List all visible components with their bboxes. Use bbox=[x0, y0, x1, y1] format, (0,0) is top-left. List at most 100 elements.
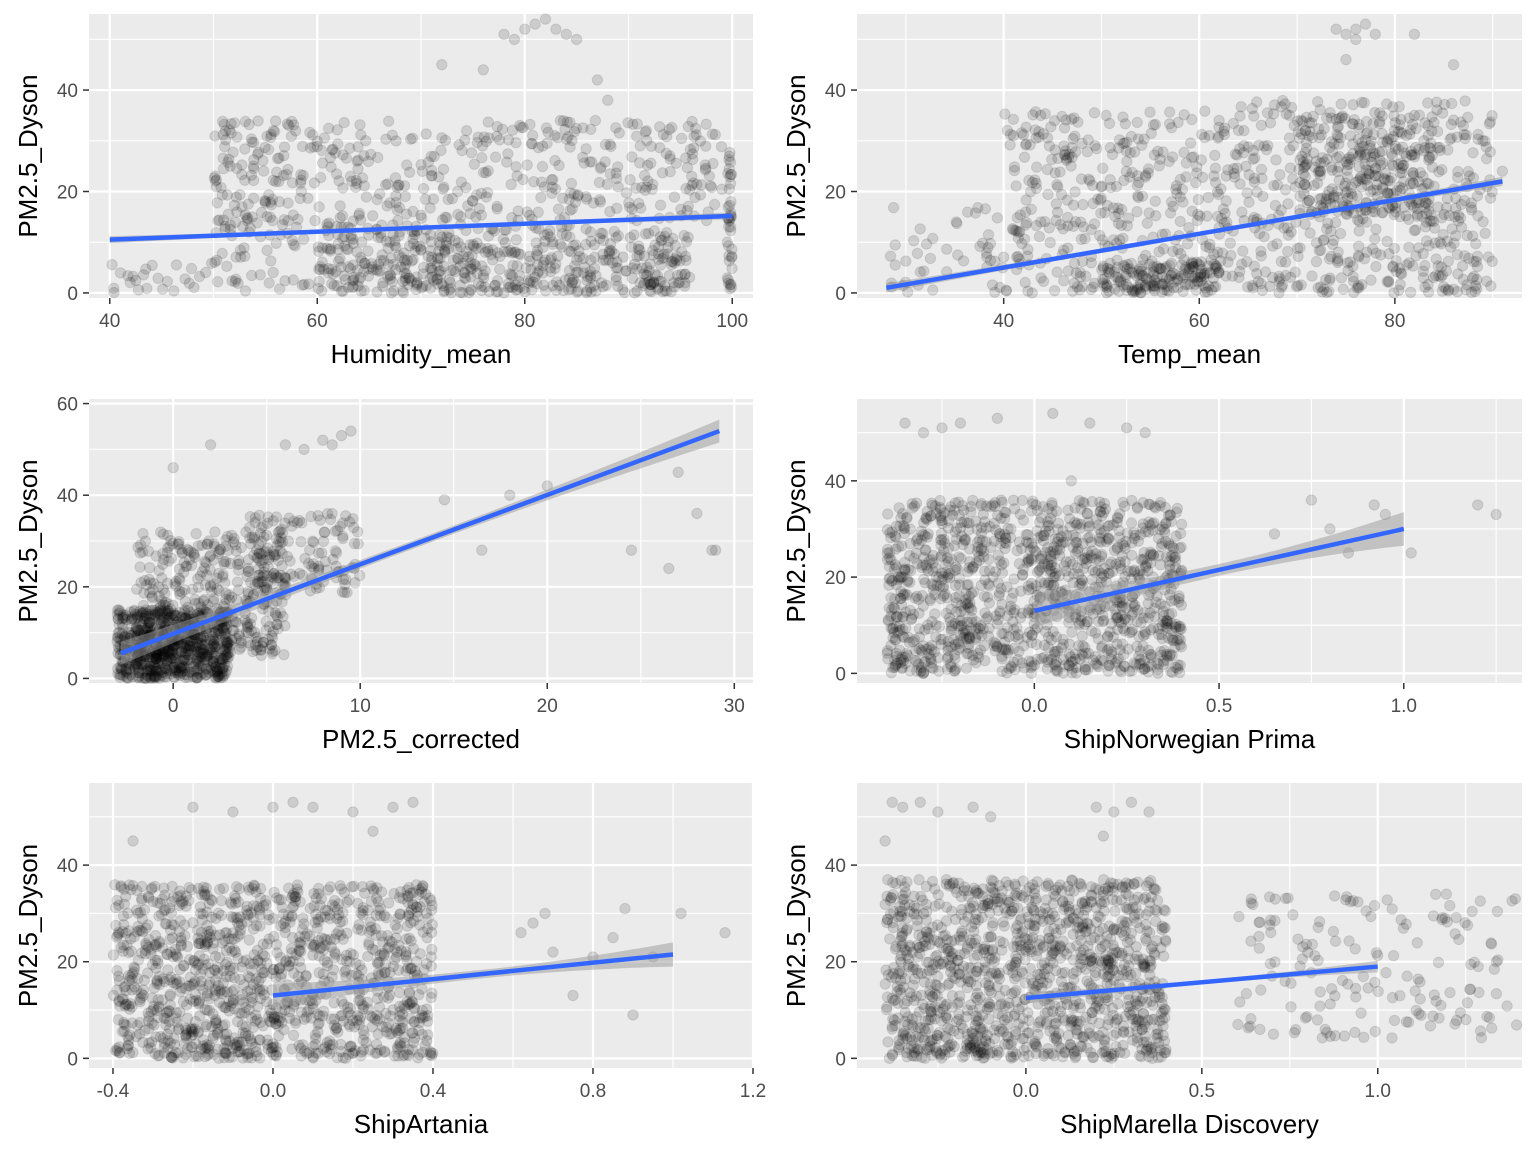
data-point bbox=[1089, 566, 1101, 579]
data-point bbox=[179, 671, 192, 684]
data-point bbox=[526, 138, 538, 150]
data-point bbox=[1333, 112, 1345, 125]
data-point bbox=[398, 247, 410, 259]
data-point bbox=[362, 245, 374, 257]
data-point bbox=[1085, 536, 1097, 548]
data-point bbox=[346, 281, 359, 294]
data-point bbox=[248, 136, 260, 149]
data-point bbox=[318, 263, 330, 275]
data-point bbox=[1110, 558, 1122, 570]
data-point bbox=[1282, 198, 1294, 210]
data-point bbox=[400, 268, 413, 280]
data-point bbox=[1251, 96, 1263, 108]
data-point bbox=[424, 262, 437, 274]
data-point bbox=[266, 214, 279, 227]
data-point bbox=[1337, 283, 1350, 295]
data-point bbox=[1381, 187, 1394, 200]
data-point bbox=[920, 643, 933, 655]
data-point bbox=[1310, 155, 1323, 167]
data-point bbox=[422, 250, 434, 262]
data-point bbox=[438, 284, 450, 297]
data-point bbox=[174, 574, 186, 586]
data-point bbox=[522, 274, 535, 286]
data-point bbox=[223, 124, 236, 136]
data-point bbox=[362, 155, 375, 168]
data-point bbox=[443, 242, 455, 255]
data-point bbox=[905, 613, 918, 626]
data-point bbox=[1091, 659, 1103, 671]
data-point bbox=[506, 124, 519, 136]
data-point bbox=[1457, 119, 1470, 132]
data-point bbox=[566, 203, 578, 215]
data-point bbox=[358, 257, 371, 270]
data-point bbox=[1321, 112, 1333, 124]
data-point bbox=[669, 253, 681, 265]
data-point bbox=[425, 170, 438, 182]
data-point bbox=[304, 126, 316, 139]
data-point bbox=[460, 272, 472, 285]
data-point bbox=[352, 154, 364, 166]
data-point bbox=[482, 230, 495, 242]
data-point bbox=[1326, 164, 1338, 176]
data-point bbox=[390, 196, 402, 209]
data-point bbox=[437, 280, 449, 292]
data-point bbox=[1442, 284, 1455, 296]
data-point bbox=[351, 155, 363, 167]
data-point bbox=[1419, 259, 1431, 272]
data-point bbox=[321, 218, 333, 231]
data-point bbox=[358, 266, 370, 278]
data-point bbox=[560, 28, 572, 40]
data-point bbox=[356, 236, 368, 248]
data-point bbox=[168, 285, 180, 297]
data-point bbox=[924, 252, 937, 265]
data-point bbox=[544, 262, 557, 274]
data-point bbox=[523, 209, 536, 222]
data-point bbox=[1163, 155, 1175, 168]
data-point bbox=[918, 265, 930, 277]
data-point bbox=[1199, 105, 1211, 117]
data-point bbox=[1165, 595, 1178, 607]
data-point bbox=[972, 202, 984, 214]
data-point bbox=[1101, 644, 1114, 657]
data-point bbox=[531, 267, 544, 279]
data-point bbox=[547, 236, 559, 248]
data-point bbox=[1135, 265, 1147, 277]
data-point bbox=[436, 277, 448, 290]
data-point bbox=[882, 614, 895, 626]
data-point bbox=[376, 249, 388, 261]
data-point bbox=[438, 286, 450, 298]
data-point bbox=[1352, 280, 1365, 292]
data-point bbox=[1370, 260, 1382, 273]
data-point bbox=[209, 526, 221, 538]
data-point bbox=[1109, 210, 1121, 223]
data-point bbox=[641, 261, 653, 274]
data-point bbox=[567, 274, 579, 286]
data-point bbox=[889, 259, 901, 271]
data-point bbox=[570, 33, 583, 46]
data-point bbox=[514, 270, 526, 282]
data-point bbox=[570, 122, 582, 135]
data-point bbox=[992, 509, 1004, 522]
data-point bbox=[380, 133, 392, 145]
data-point bbox=[304, 142, 317, 154]
data-point bbox=[929, 500, 942, 512]
data-point bbox=[1434, 236, 1446, 248]
y-axis-title: PM2.5_Dyson bbox=[781, 74, 811, 237]
data-point bbox=[246, 211, 259, 223]
data-point bbox=[893, 502, 905, 514]
data-point bbox=[550, 276, 563, 288]
data-point bbox=[399, 267, 411, 280]
data-point bbox=[577, 267, 590, 279]
data-point bbox=[1268, 528, 1281, 540]
data-point bbox=[339, 240, 351, 252]
data-point bbox=[995, 559, 1008, 571]
data-point bbox=[1024, 544, 1036, 556]
data-point bbox=[996, 653, 1008, 665]
data-point bbox=[188, 281, 200, 294]
data-point bbox=[633, 249, 645, 262]
data-point bbox=[482, 165, 494, 177]
data-point bbox=[447, 264, 460, 276]
data-point bbox=[680, 254, 692, 266]
data-point bbox=[402, 278, 414, 291]
data-point bbox=[440, 236, 453, 249]
